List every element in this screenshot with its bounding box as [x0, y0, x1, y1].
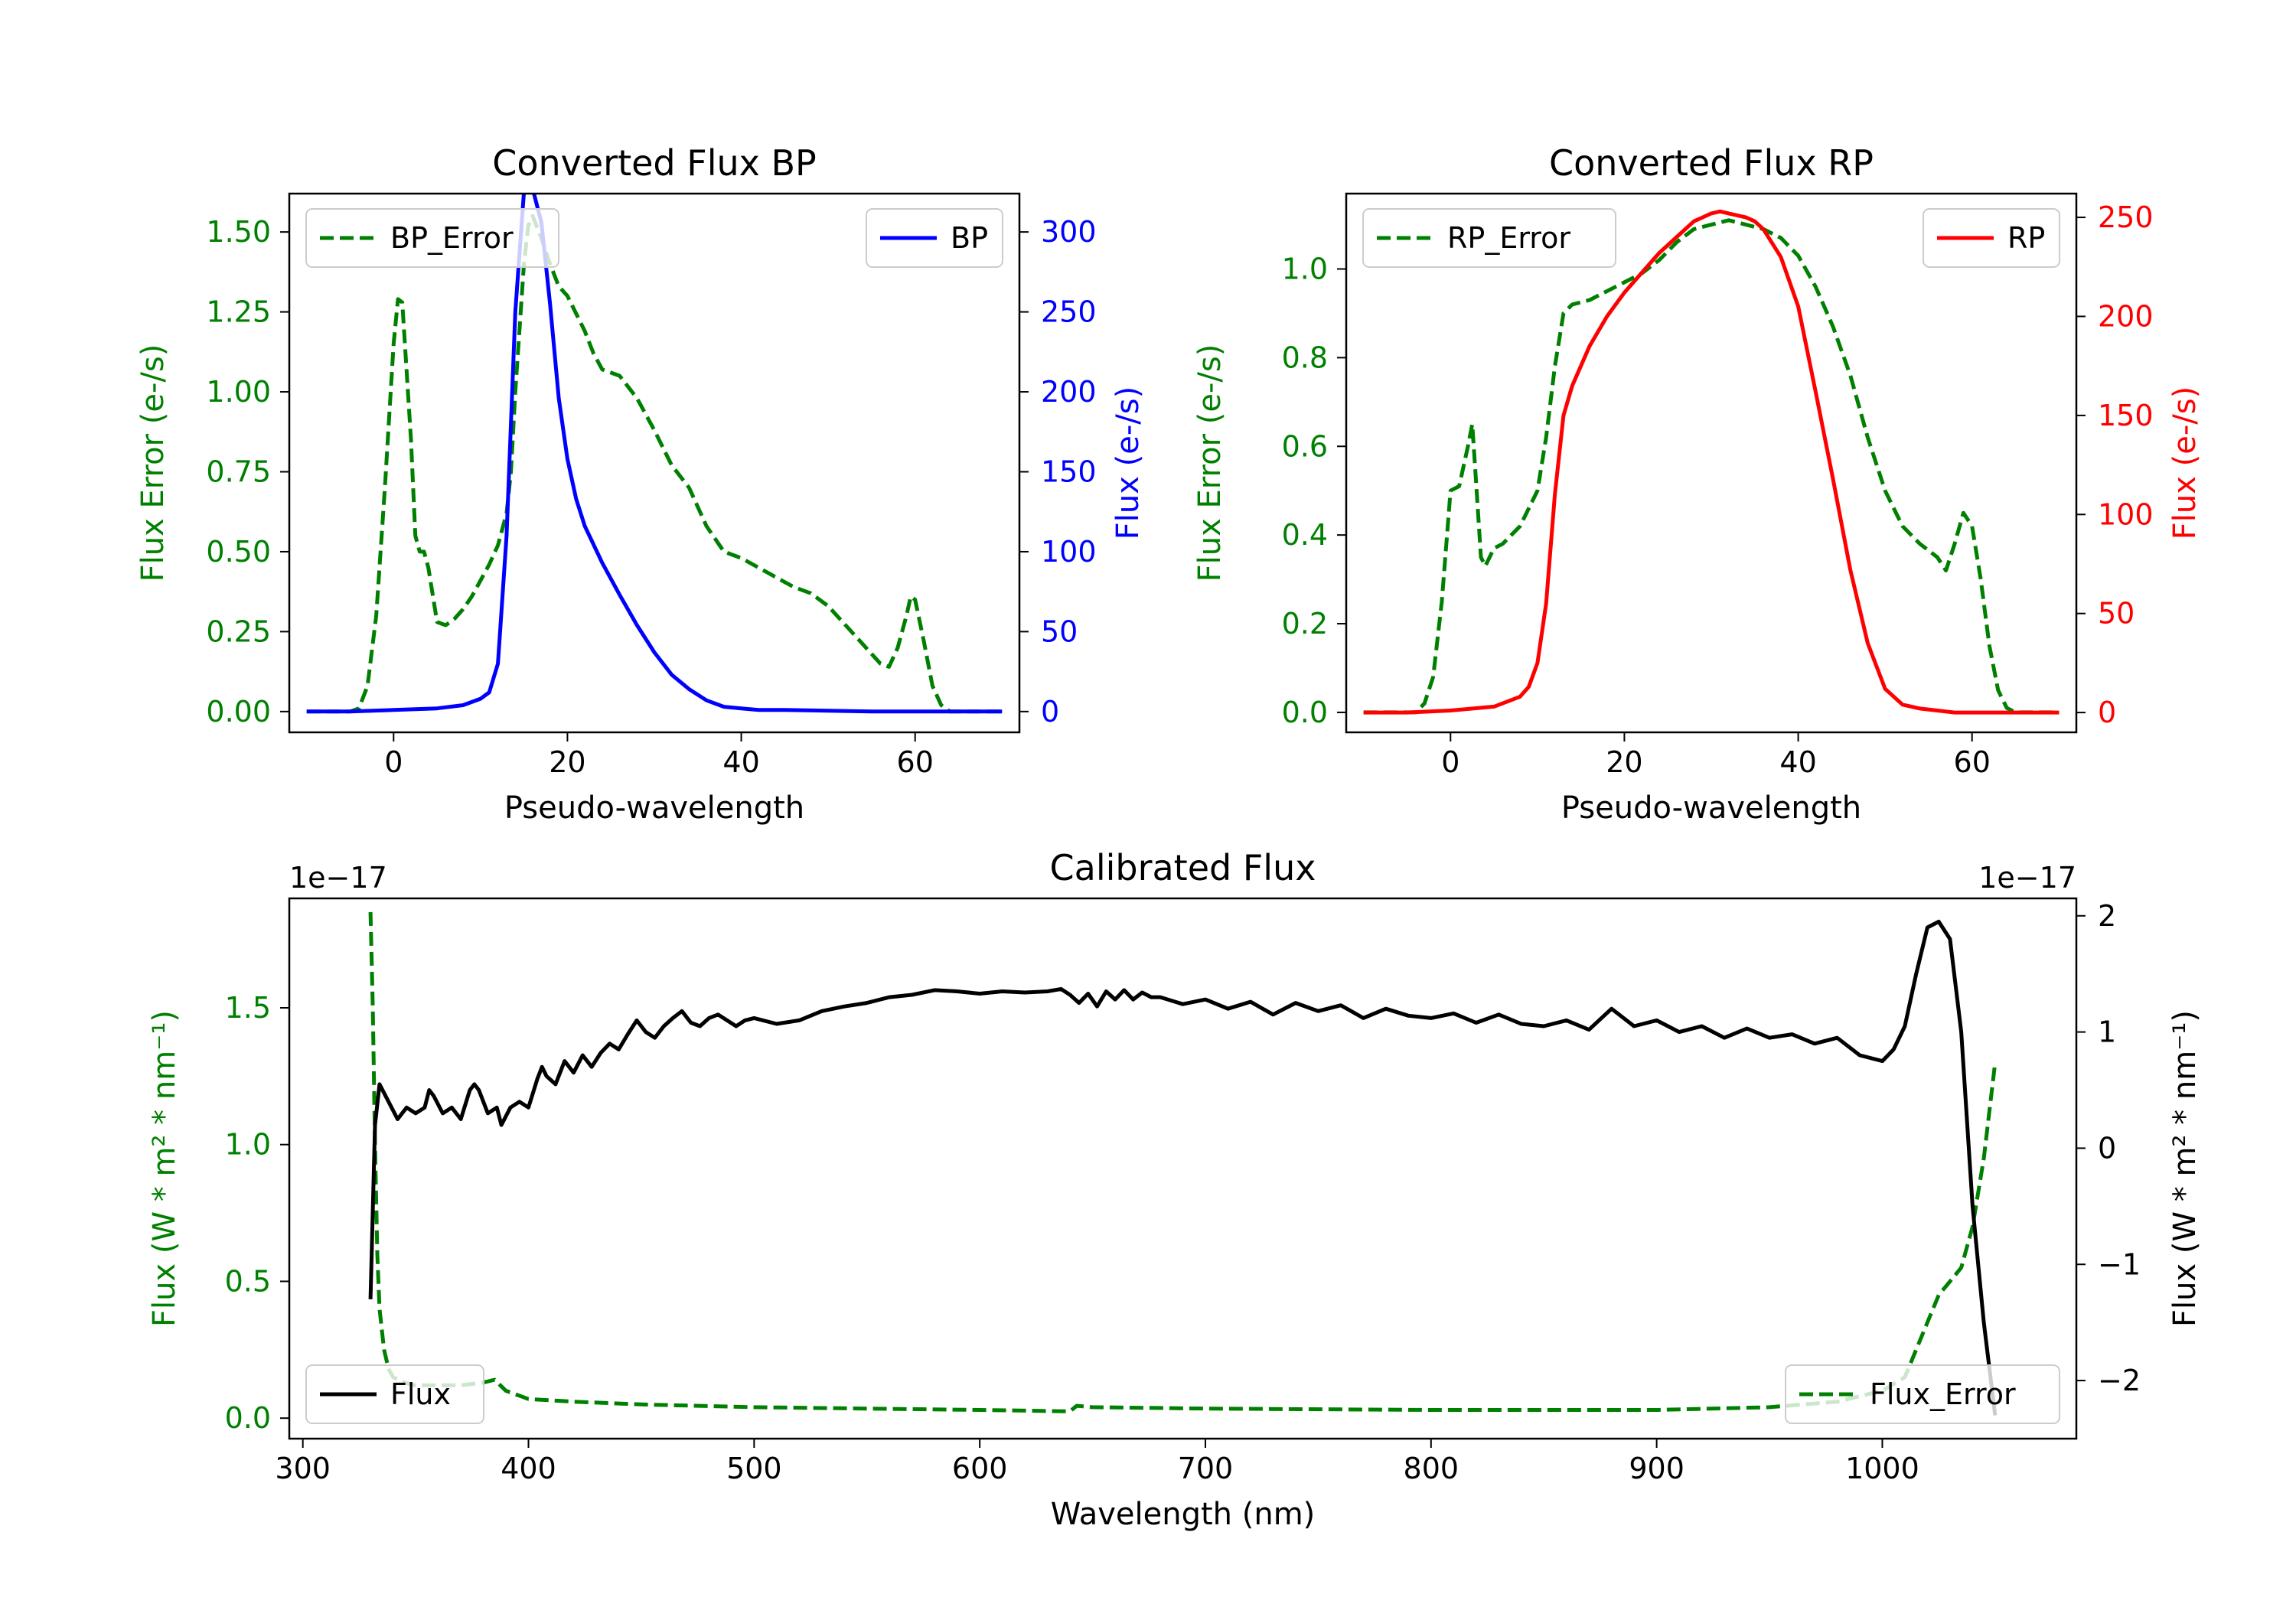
- y-right-tick-label: 150: [2098, 399, 2154, 432]
- legend-right: RP: [1923, 208, 2060, 268]
- legend-left-label: Flux: [390, 1377, 451, 1411]
- y-left-tick-label: 0.25: [206, 614, 271, 648]
- series-rp: [1363, 209, 2060, 715]
- y-right-tick-label: −2: [2098, 1364, 2141, 1397]
- plot-frame: [1345, 192, 2078, 734]
- legend-left: RP_Error: [1362, 208, 1616, 268]
- y-right-tick-label: 0: [1041, 695, 1059, 729]
- plot-frame: [288, 897, 2078, 1440]
- x-axis-label: Wavelength (nm): [1051, 1497, 1316, 1532]
- rp-chart: 0 20 40 60 0.0 0.2 0.4 0.6 0.8 1.0 0 50 100 150 200 250…: [1192, 142, 2203, 826]
- series-bp-error: [306, 214, 1003, 714]
- y-right-axis-label: Flux (W * m² * nm⁻¹): [2167, 1010, 2203, 1327]
- y-left-tick-label: 0.4: [1282, 518, 1328, 552]
- x-tick-label: 500: [726, 1452, 782, 1485]
- y-left-tick-label: 0.8: [1282, 341, 1328, 374]
- series-rp-error: [1363, 218, 2060, 715]
- x-tick-label: 400: [501, 1452, 556, 1485]
- x-tick-label: 20: [549, 745, 585, 779]
- y-right-tick-label: 150: [1041, 455, 1097, 488]
- y-left-axis-label: Flux Error (e-/s): [1192, 344, 1228, 582]
- x-tick-label: 300: [275, 1452, 331, 1485]
- calibrated-flux-chart: 300 400 500 600 700 800 900 1000 0.0 0.5 1.0 1.5 −2 −…: [147, 847, 2203, 1532]
- x-tick-label: 900: [1629, 1452, 1684, 1485]
- y-right-tick-label: 200: [1041, 375, 1097, 409]
- legend-left-box: [305, 1364, 484, 1424]
- y-left-tick-label: 0.75: [206, 455, 271, 488]
- chart-title: Converted Flux BP: [492, 142, 817, 184]
- y-left-tick-label: 1.5: [225, 991, 271, 1025]
- y-left-tick-label: 1.50: [206, 215, 271, 249]
- legend-left-box: [1362, 208, 1616, 268]
- x-tick-label: 700: [1178, 1452, 1234, 1485]
- legend-left: BP_Error: [305, 208, 559, 268]
- plot-frame: [288, 192, 1021, 734]
- y-right-tick-label: 50: [2098, 597, 2135, 631]
- y-left-tick-label: 1.00: [206, 375, 271, 409]
- y-right-tick-label: 300: [1041, 215, 1097, 249]
- legend-right-label: RP: [2007, 221, 2045, 255]
- y-left-tick-label: 0.0: [225, 1401, 271, 1435]
- offset-right-label: 1e−17: [1978, 861, 2076, 895]
- x-tick-label: 40: [1779, 745, 1816, 779]
- legend-right: BP: [866, 208, 1003, 268]
- y-left-tick-label: 0.50: [206, 535, 271, 569]
- y-right-tick-label: 50: [1041, 614, 1078, 648]
- y-left-tick-label: 0.5: [225, 1264, 271, 1298]
- chart-title: Converted Flux RP: [1549, 142, 1874, 184]
- y-right-tick-label: 0: [2098, 696, 2116, 729]
- y-right-axis-label: Flux (e-/s): [2167, 386, 2203, 539]
- y-left-tick-label: 1.0: [225, 1128, 271, 1162]
- y-right-tick-label: 100: [2098, 497, 2154, 531]
- legend-right-label: BP: [951, 221, 988, 255]
- y-right-tick-label: 0: [2098, 1131, 2116, 1165]
- y-left-axis-label: Flux (W * m² * nm⁻¹): [147, 1010, 182, 1327]
- x-tick-label: 600: [952, 1452, 1008, 1485]
- y-left-tick-label: 1.0: [1282, 253, 1328, 286]
- y-right-axis-label: Flux (e-/s): [1110, 386, 1146, 539]
- y-right-tick-label: 100: [1041, 535, 1097, 569]
- x-tick-label: 0: [384, 745, 403, 779]
- legend-right-box: [1785, 1364, 2060, 1424]
- y-right-tick-label: 250: [1041, 295, 1097, 329]
- legend-left: Flux: [305, 1364, 484, 1424]
- y-left-tick-label: 1.25: [206, 295, 271, 329]
- y-left-tick-label: 0.6: [1282, 429, 1328, 463]
- x-tick-label: 1000: [1845, 1452, 1919, 1485]
- y-left-axis-label: Flux Error (e-/s): [135, 344, 171, 582]
- legend-left-box: [305, 208, 559, 268]
- x-tick-label: 60: [897, 745, 934, 779]
- y-left-tick-label: 0.00: [206, 695, 271, 729]
- legend-right: Flux_Error: [1785, 1364, 2060, 1424]
- x-tick-label: 40: [722, 745, 759, 779]
- x-tick-label: 0: [1441, 745, 1459, 779]
- y-right-tick-label: 2: [2098, 899, 2116, 933]
- series-bp: [306, 194, 1003, 714]
- chart-title: Calibrated Flux: [1050, 847, 1316, 888]
- series-flux: [368, 919, 1998, 1416]
- y-right-tick-label: −1: [2098, 1247, 2141, 1281]
- y-right-tick-label: 1: [2098, 1015, 2116, 1049]
- legend-left-label: RP_Error: [1447, 221, 1570, 255]
- x-tick-label: 20: [1606, 745, 1642, 779]
- x-axis-label: Pseudo-wavelength: [504, 790, 804, 826]
- x-axis-label: Pseudo-wavelength: [1561, 790, 1861, 826]
- x-tick-label: 60: [1954, 745, 1991, 779]
- y-right-tick-label: 200: [2098, 299, 2154, 333]
- x-tick-label: 800: [1404, 1452, 1459, 1485]
- y-right-tick-label: 250: [2098, 200, 2154, 234]
- offset-left-label: 1e−17: [289, 861, 387, 895]
- y-left-tick-label: 0.0: [1282, 696, 1328, 729]
- bp-chart: 0 20 40 60 0.00 0.25 0.50 0.75 1.00 1.25 1.50 0 50 10…: [135, 142, 1146, 826]
- y-left-tick-label: 0.2: [1282, 607, 1328, 641]
- legend-right-label: Flux_Error: [1870, 1377, 2016, 1411]
- legend-left-label: BP_Error: [390, 221, 514, 255]
